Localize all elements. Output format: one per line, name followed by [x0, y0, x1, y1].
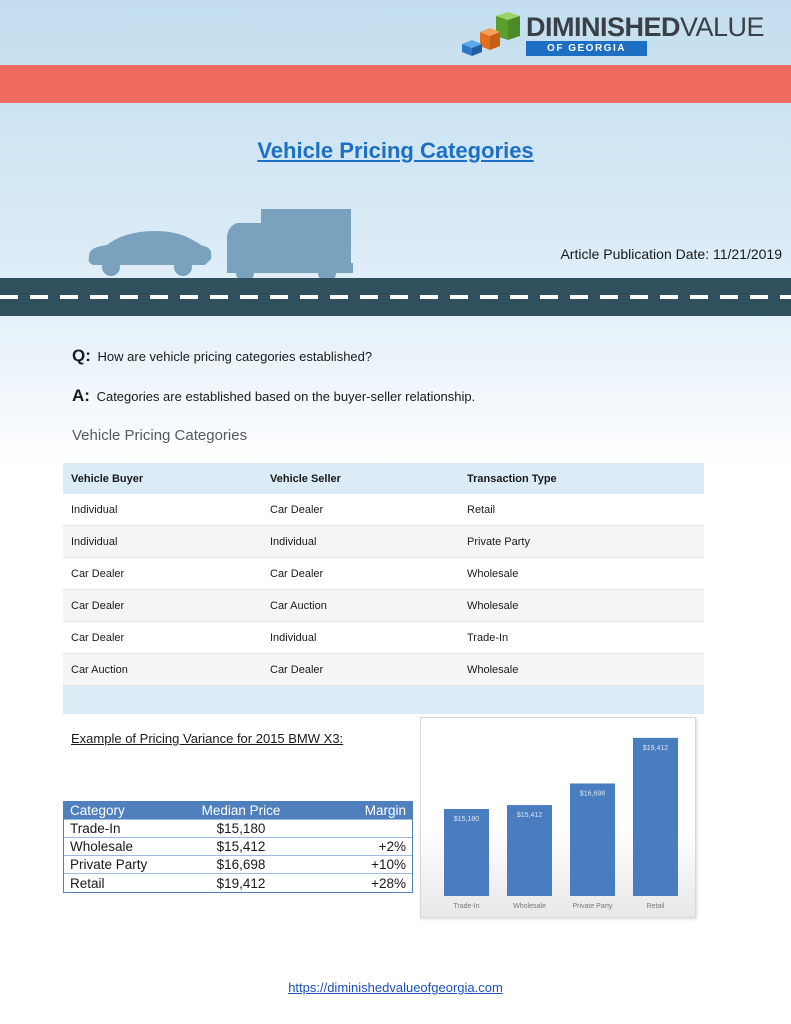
category-cell: Trade-In [70, 821, 121, 836]
price-cell: $15,412 [216, 839, 266, 854]
question: Q: How are vehicle pricing categories es… [72, 346, 372, 366]
price-cell: $15,180 [216, 821, 266, 836]
table-header-row: Vehicle Buyer Vehicle Seller Transaction… [63, 463, 704, 494]
question-text: How are vehicle pricing categories estab… [97, 349, 373, 364]
chart-bar [444, 808, 489, 896]
type-cell: Wholesale [467, 567, 519, 580]
red-banner [0, 65, 791, 103]
type-cell: Trade-In [467, 631, 509, 644]
site-logo[interactable]: DIMINISHEDVALUE OF GEORGIA [460, 10, 780, 60]
header-vehicle-buyer: Vehicle Buyer [71, 472, 144, 485]
header-median-price: Median Price [201, 803, 281, 818]
cube-logo-icon [462, 12, 520, 56]
buyer-cell: Car Dealer [71, 631, 125, 644]
price-table: Category Median Price Margin Trade-In $1… [63, 801, 413, 893]
margin-cell: +28% [371, 875, 406, 891]
seller-cell: Car Dealer [270, 567, 324, 580]
buyer-cell: Individual [71, 535, 118, 548]
x-tick-label: Trade-In [453, 903, 479, 910]
chart-bar [633, 737, 678, 896]
category-cell: Wholesale [70, 839, 134, 854]
answer-text: Categories are established based on the … [96, 389, 476, 404]
seller-cell: Individual [270, 535, 317, 548]
page-title: Vehicle Pricing Categories [257, 138, 534, 163]
category-cell: Private Party [70, 857, 148, 872]
answer-letter: A: [72, 386, 90, 405]
table-row: Private Party $16,698 +10% [64, 856, 412, 874]
seller-cell: Car Dealer [270, 663, 324, 676]
buyer-cell: Individual [71, 503, 118, 516]
buyer-cell: Car Dealer [71, 599, 125, 612]
x-tick-label: Retail [647, 903, 665, 910]
price-cell: $16,698 [216, 857, 266, 872]
categories-section-title: Vehicle Pricing Categories [72, 427, 248, 444]
header-transaction-type: Transaction Type [467, 472, 557, 485]
type-cell: Private Party [467, 535, 530, 548]
car-icon [88, 231, 212, 276]
table-row: Individual Individual Private Party [63, 526, 704, 558]
type-cell: Wholesale [467, 599, 519, 612]
header-margin: Margin [364, 803, 406, 818]
price-table-header: Category Median Price Margin [64, 802, 412, 820]
logo-wordmark: DIMINISHEDVALUE [526, 12, 765, 42]
type-cell: Retail [467, 503, 496, 516]
seller-cell: Car Auction [270, 599, 327, 612]
question-letter: Q: [72, 346, 91, 365]
categories-table: Vehicle Buyer Vehicle Seller Transaction… [63, 463, 704, 714]
bar-data-label: $15,412 [517, 812, 542, 819]
buyer-cell: Car Auction [71, 663, 128, 676]
price-chart: $15,180 Trade-In $15,412 Wholesale $16,698 Pr… [420, 717, 696, 918]
category-cell: Retail [70, 875, 105, 891]
table-row: Car Dealer Car Auction Wholesale [63, 590, 704, 622]
buyer-cell: Car Dealer [71, 567, 125, 580]
x-tick-label: Private Party [572, 903, 613, 910]
type-cell: Wholesale [467, 663, 519, 676]
footer-url-link[interactable]: https://diminishedvalueofgeorgia.com [288, 980, 503, 995]
table-row: Retail $19,412 +28% [64, 874, 412, 892]
margin-cell: +2% [378, 839, 406, 854]
road-graphic [0, 278, 791, 316]
x-tick-label: Wholesale [513, 903, 546, 910]
table-row: Trade-In $15,180 [64, 820, 412, 838]
table-row: Car Dealer Individual Trade-In [63, 622, 704, 654]
vehicles-illustration [88, 209, 353, 280]
seller-cell: Individual [270, 631, 317, 644]
bar-data-label: $15,180 [454, 816, 479, 823]
example-title: Example of Pricing Variance for 2015 BMW… [71, 731, 344, 746]
road-lane-dashes [0, 295, 791, 299]
table-row: Car Auction Car Dealer Wholesale [63, 654, 704, 686]
chart-bar [570, 783, 615, 896]
truck-icon [227, 209, 353, 280]
header-category: Category [70, 803, 125, 818]
header-vehicle-seller: Vehicle Seller [270, 472, 341, 485]
table-footer-band [63, 686, 704, 714]
answer: A: Categories are established based on t… [72, 386, 475, 406]
publication-date: Article Publication Date: 11/21/2019 [560, 246, 782, 262]
margin-cell: +10% [371, 857, 406, 872]
logo-subtitle: OF GEORGIA [526, 41, 647, 56]
table-row: Car Dealer Car Dealer Wholesale [63, 558, 704, 590]
chart-bar [507, 805, 552, 896]
bar-data-label: $16,698 [580, 790, 605, 797]
price-cell: $19,412 [216, 875, 266, 891]
table-row: Individual Car Dealer Retail [63, 494, 704, 526]
bar-chart-svg: $15,180 Trade-In $15,412 Wholesale $16,698 Pr… [444, 737, 678, 910]
table-row: Wholesale $15,412 +2% [64, 838, 412, 856]
bar-data-label: $19,412 [643, 745, 668, 752]
seller-cell: Car Dealer [270, 503, 324, 516]
